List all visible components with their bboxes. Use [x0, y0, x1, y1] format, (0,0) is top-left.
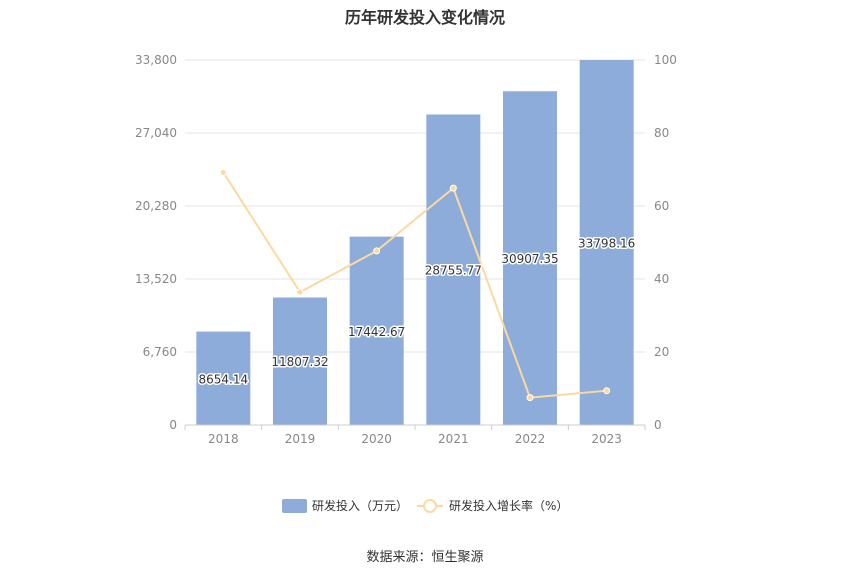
bar-layer: [196, 60, 634, 426]
y-right-tick-label: 100: [654, 53, 677, 67]
bar: [503, 91, 557, 426]
bar: [579, 60, 634, 426]
line-point: [219, 168, 227, 176]
line-point: [603, 387, 611, 395]
line-point: [373, 247, 381, 255]
y-left-tick-label: 20,280: [135, 199, 177, 213]
grid-layer: [185, 59, 645, 353]
bar-value-label: 28755.77: [425, 264, 482, 278]
y-right-tick-label: 40: [654, 272, 669, 286]
x-tick-label: 2023: [591, 432, 622, 446]
y-left-tick-label: 13,520: [135, 272, 177, 286]
x-tick-label: 2022: [515, 432, 546, 446]
source-note: 数据来源：恒生聚源: [366, 550, 484, 565]
axis-layer: 0 6,760 13,520 20,280 27,040 33,800 0 20 40 60 80 1…: [135, 53, 677, 446]
legend-label-bar: 研发投入（万元）: [312, 498, 408, 513]
bar-value-label: 30907.35: [501, 252, 558, 266]
y-left-tick-label: 27,040: [135, 126, 177, 140]
line-layer: [219, 168, 611, 402]
legend[interactable]: 研发投入（万元） 研发投入增长率（%）: [282, 498, 568, 513]
series-line-growth-rate: [222, 171, 607, 399]
line-point: [449, 184, 457, 192]
y-right-tick-label: 80: [654, 126, 669, 140]
y-left-tick-label: 6,760: [143, 345, 177, 359]
bar: [196, 331, 251, 425]
bar: [273, 297, 327, 425]
y-right-tick-label: 60: [654, 199, 669, 213]
legend-swatch-line-marker: [423, 499, 437, 513]
x-tick-label: 2018: [208, 432, 239, 446]
chart-title: 历年研发投入变化情况: [344, 8, 505, 27]
y-right-tick-label: 20: [654, 345, 669, 359]
line-point: [296, 288, 304, 296]
y-right-tick-label: 0: [654, 418, 662, 432]
bar-value-label: 8654.14: [199, 372, 249, 386]
bar-value-label: 17442.67: [348, 325, 405, 339]
line-point: [526, 394, 534, 402]
y-left-tick-label: 33,800: [135, 53, 177, 67]
bar: [426, 114, 481, 426]
x-tick-label: 2020: [361, 432, 392, 446]
x-tick-label: 2021: [438, 432, 469, 446]
label-layer: 8654.14 11807.32 17442.67 28755.77 30907.35 3…: [197, 235, 637, 388]
y-left-tick-label: 0: [169, 418, 177, 432]
x-tick-label: 2019: [285, 432, 316, 446]
legend-swatch-bar: [282, 499, 307, 513]
legend-label-line: 研发投入增长率（%）: [449, 498, 568, 513]
bar: [349, 236, 404, 425]
bar-value-label: 33798.16: [578, 237, 635, 251]
bar-value-label: 11807.32: [271, 355, 328, 369]
